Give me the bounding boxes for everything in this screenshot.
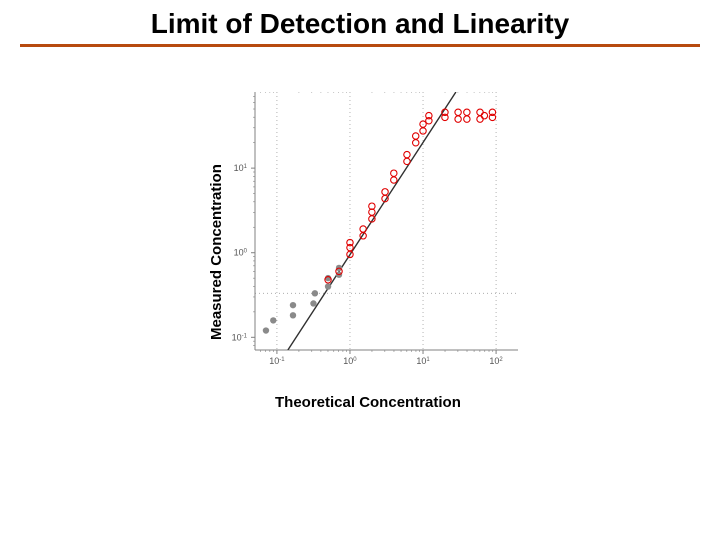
svg-text:101: 101: [416, 356, 430, 366]
svg-text:100: 100: [343, 356, 357, 366]
svg-text:100: 100: [234, 248, 248, 258]
chart-svg: 10-1 100 101 102 10-1 100 101: [200, 80, 530, 380]
x-axis-label: Theoretical Concentration: [275, 394, 461, 411]
title-underline: [20, 44, 700, 47]
title-text: Limit of Detection and Linearity: [151, 8, 569, 39]
svg-text:10-1: 10-1: [269, 356, 285, 366]
x-axis-label-text: Theoretical Concentration: [275, 394, 461, 411]
scatter-chart: 10-1 100 101 102 10-1 100 101: [200, 80, 530, 380]
svg-text:101: 101: [234, 163, 248, 173]
svg-text:10-1: 10-1: [232, 332, 248, 342]
page-title: Limit of Detection and Linearity: [0, 8, 720, 40]
svg-text:102: 102: [489, 356, 503, 366]
